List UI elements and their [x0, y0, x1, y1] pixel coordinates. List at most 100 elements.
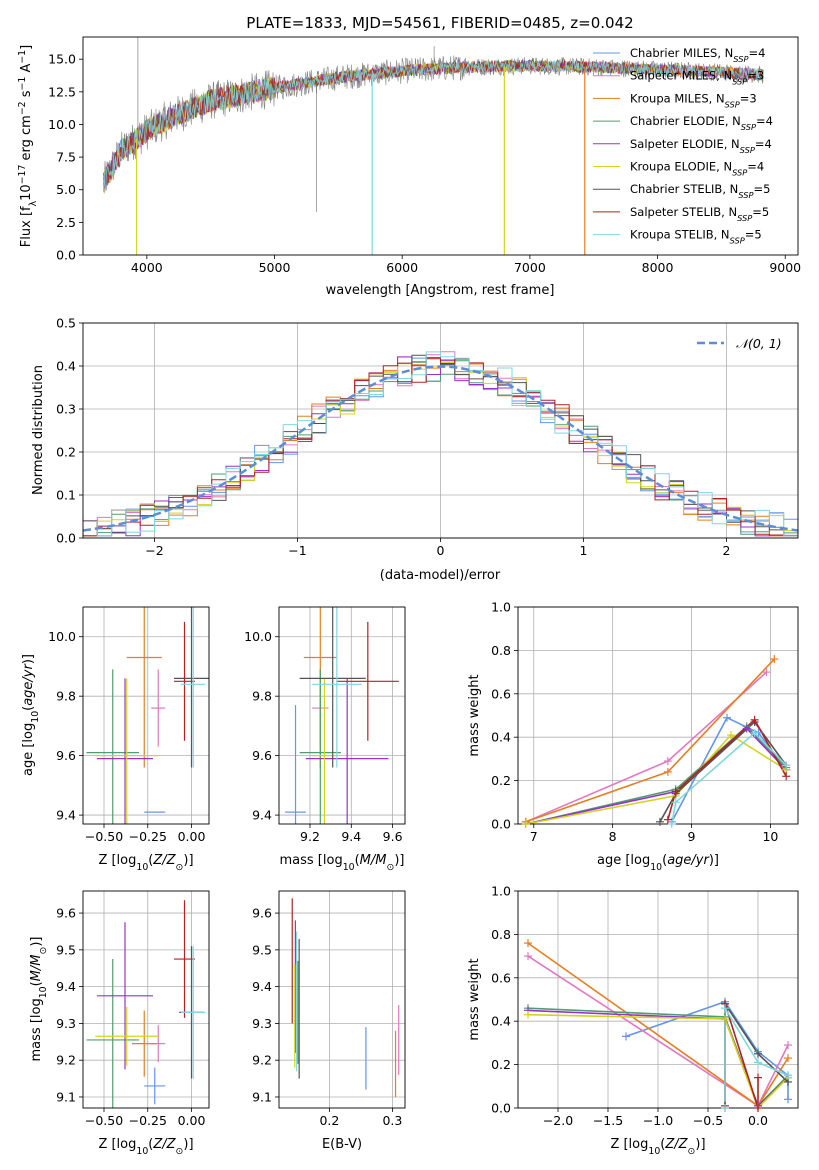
label-part: Kroupa STELIB, N: [630, 228, 730, 242]
y-tick-label: 9.4: [252, 808, 272, 823]
y-tick-label: 0.4: [491, 1014, 511, 1029]
x-tick-label: −2.0: [543, 1113, 573, 1128]
age_vs_Z-panel: −0.50 −0.25 0.009.49.69.810.0Z [log10(Z/Z⊙…: [21, 606, 210, 873]
grid: [83, 891, 209, 1108]
label-part: 10: [19, 184, 34, 201]
label-part: ⊙: [176, 1146, 184, 1157]
x-tick-label: 0.0: [748, 1113, 768, 1128]
label-part: 10: [136, 1146, 148, 1157]
axes-frame: [517, 890, 799, 1109]
label-part: Z [log: [610, 1137, 648, 1152]
x-tick-label: 7000: [514, 260, 546, 275]
x-tick-label: 10: [762, 829, 778, 844]
x-tick-label: 8000: [642, 260, 674, 275]
model-spectrum-kroupa-stelib: [103, 59, 764, 193]
label-part: −17: [17, 165, 28, 185]
grid: [518, 890, 798, 1109]
label-part: (: [148, 1137, 153, 1152]
age_vs_mass-panel: 9.2 9.4 9.6 9.4 9.6 9.8 10.0 mass [log10(M/M⊙)]: [244, 606, 406, 873]
legend-label: Salpeter MILES, NSSP=3: [630, 69, 764, 87]
y-tick-label: 9.6: [56, 906, 76, 921]
series-line-chabrier-miles: [671, 716, 787, 823]
x-tick-label: 0: [437, 543, 445, 558]
y-tick-label: 9.6: [252, 748, 272, 763]
grid: [83, 607, 209, 824]
y-tick-label: 15.0: [48, 52, 76, 67]
plot-area: [86, 607, 209, 824]
label-part: Kroupa MILES, N: [630, 91, 725, 105]
legend-label: 𝒩(0, 1): [736, 336, 782, 351]
label-part: Salpeter STELIB, N: [630, 205, 737, 219]
grid: [279, 891, 405, 1108]
label-part: )]: [709, 853, 719, 868]
x-tick-label: 1: [580, 543, 588, 558]
y-tick-label: 0.6: [491, 686, 511, 701]
x-tick-label: 7: [530, 829, 538, 844]
ticks: 0.2 0.3 9.1 9.2 9.3 9.4 9.5 9.6: [252, 906, 402, 1128]
y-tick-label: 2.5: [56, 215, 76, 230]
label-part: Z/Z: [664, 1137, 688, 1152]
label-part: (: [660, 1137, 665, 1152]
label-part: SSP: [725, 99, 740, 109]
mass_vs_EBV-panel: 0.2 0.3 9.1 9.2 9.3 9.4 9.5 9.6 E(B-V): [252, 890, 406, 1152]
label-part: )]: [394, 853, 404, 868]
x-axis-label: age [log10(age/yr)]: [597, 853, 719, 873]
y-tick-label: 9.5: [56, 942, 76, 957]
x-tick-label: −1.0: [643, 1113, 673, 1128]
x-tick-label: 9000: [769, 260, 801, 275]
plot-area: [86, 900, 206, 1108]
label-part: Z [log: [98, 1137, 136, 1152]
legend-label: Chabrier STELIB, NSSP=5: [630, 182, 770, 200]
y-axis-label: Normed distribution: [31, 365, 46, 495]
y-tick-label: 10.0: [48, 629, 76, 644]
label-part: )]: [695, 1137, 705, 1152]
label-part: A: [19, 64, 34, 77]
y-tick-label: 9.4: [252, 979, 272, 994]
axes-frame: [82, 36, 799, 256]
gaussian-reference-curve: [83, 365, 798, 532]
label-part: ]: [19, 45, 34, 50]
y-tick-label: 0.0: [56, 248, 76, 263]
residuals-panel: −2 −1 0 1 2 0.0 0.1 0.2 0.3 0.4 0.5 𝒩(0, 1) (data-mo…: [31, 316, 799, 583]
y-tick-label: 0.2: [491, 1057, 511, 1072]
label-part: SSP: [737, 213, 752, 223]
y-tick-label: 0.0: [491, 817, 511, 832]
y-tick-label: 0.2: [56, 445, 76, 460]
series-line-kroupa-elodie: [527, 1013, 789, 1108]
label-part: Kroupa ELODIE, N: [630, 160, 732, 174]
y-tick-label: 9.6: [252, 906, 272, 921]
label-part: SSP: [741, 122, 756, 132]
y-tick-label: 10.0: [244, 629, 272, 644]
series-line-chabrier-stelib: [724, 1001, 789, 1108]
y-tick-label: 0.8: [491, 643, 511, 658]
plot-area: [103, 37, 764, 255]
x-tick-label: 0.00: [178, 829, 206, 844]
label-part: Salpeter ELODIE, N: [630, 137, 740, 151]
plot-area: [291, 898, 400, 1097]
y-tick-label: 0.3: [56, 402, 76, 417]
label-part: )]: [183, 853, 193, 868]
label-part: =5: [745, 228, 762, 242]
y-tick-label: 1.0: [491, 884, 511, 899]
y-axis-label: Flux [fλ10−17 erg cm−2 s−1 A−1]: [17, 45, 39, 247]
plot-area: [525, 658, 787, 824]
label-part: )]: [29, 937, 44, 947]
x-tick-label: 0.2: [319, 1113, 339, 1128]
label-part: (: [355, 853, 360, 868]
y-tick-label: 0.8: [491, 927, 511, 942]
ticks: −2 −1 0 1 2 0.0 0.1 0.2 0.3 0.4 0.5: [56, 316, 730, 559]
plot-area: [285, 607, 399, 824]
figure-title: PLATE=1833, MJD=54561, FIBERID=0485, z=0…: [246, 14, 633, 32]
label-part: ⊙: [688, 1146, 696, 1157]
label-part: −2: [17, 101, 28, 115]
label-part: Chabrier MILES, N: [630, 46, 733, 60]
y-axis-label: mass [log10(M/M⊙)]: [29, 937, 49, 1062]
y-tick-label: 9.3: [252, 1016, 272, 1031]
label-part: SSP: [740, 145, 755, 155]
label-part: SSP: [733, 54, 748, 64]
label-part: =4: [756, 114, 773, 128]
label-part: M/M: [29, 955, 44, 982]
x-axis-label: Z [log10(Z/Z⊙)]: [610, 1137, 705, 1157]
